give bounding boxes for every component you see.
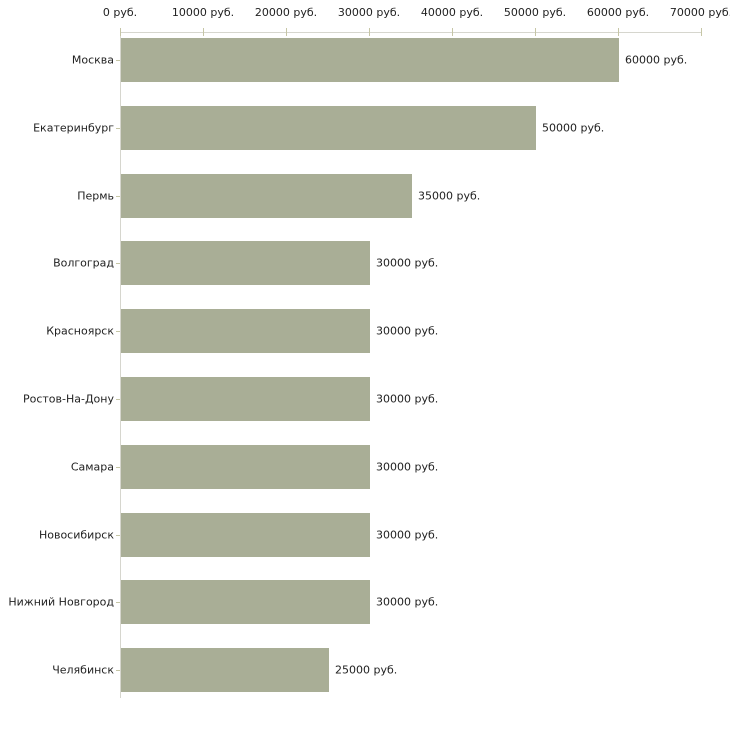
y-axis-tick (116, 602, 120, 603)
value-label: 30000 руб. (376, 460, 439, 474)
bar-9 (121, 580, 370, 624)
value-label: 50000 руб. (542, 121, 605, 135)
x-axis-tick-label: 10000 руб. (171, 6, 235, 19)
category-label: Новосибирск (38, 528, 114, 542)
bar-6 (121, 377, 370, 421)
x-axis-tick-label: 0 руб. (102, 6, 138, 19)
y-axis-tick (116, 535, 120, 536)
x-axis-tick (701, 28, 702, 36)
category-label: Пермь (77, 189, 114, 203)
y-axis-tick (116, 399, 120, 400)
x-axis-line (120, 32, 702, 33)
value-label: 60000 руб. (625, 53, 688, 67)
category-label: Ростов-На-Дону (22, 392, 114, 406)
bar-2 (121, 106, 536, 150)
value-label: 30000 руб. (376, 256, 439, 270)
category-label: Волгоград (53, 256, 114, 270)
value-label: 30000 руб. (376, 528, 439, 542)
x-axis-tick (120, 28, 121, 36)
y-axis-tick (116, 467, 120, 468)
x-axis-tick-label: 40000 руб. (420, 6, 484, 19)
category-label: Челябинск (52, 663, 114, 677)
x-axis-tick-label: 70000 руб. (669, 6, 730, 19)
x-axis-tick (286, 28, 287, 36)
x-axis-tick (203, 28, 204, 36)
value-label: 30000 руб. (376, 392, 439, 406)
x-axis-tick-label: 50000 руб. (503, 6, 567, 19)
y-axis-tick (116, 263, 120, 264)
value-label: 35000 руб. (418, 189, 481, 203)
y-axis-tick (116, 60, 120, 61)
bar-1 (121, 38, 619, 82)
bar-5 (121, 309, 370, 353)
bar-8 (121, 513, 370, 557)
x-axis-tick (369, 28, 370, 36)
category-label: Самара (70, 460, 114, 474)
y-axis-tick (116, 128, 120, 129)
y-axis-tick (116, 331, 120, 332)
x-axis-tick (452, 28, 453, 36)
bar-7 (121, 445, 370, 489)
x-axis-tick-label: 60000 руб. (586, 6, 650, 19)
y-axis-line (120, 32, 121, 699)
y-axis-tick (116, 670, 120, 671)
category-label: Красноярск (46, 324, 114, 338)
category-label: Екатеринбург (33, 121, 114, 135)
bar-4 (121, 241, 370, 285)
value-label: 25000 руб. (335, 663, 398, 677)
x-axis-tick (535, 28, 536, 36)
x-axis-tick-label: 20000 руб. (254, 6, 318, 19)
category-label: Нижний Новгород (8, 595, 114, 609)
x-axis-tick-label: 30000 руб. (337, 6, 401, 19)
x-axis-tick (618, 28, 619, 36)
y-axis-tick (116, 196, 120, 197)
category-label: Москва (71, 53, 114, 67)
bar-3 (121, 174, 412, 218)
value-label: 30000 руб. (376, 324, 439, 338)
bar-10 (121, 648, 329, 692)
value-label: 30000 руб. (376, 595, 439, 609)
